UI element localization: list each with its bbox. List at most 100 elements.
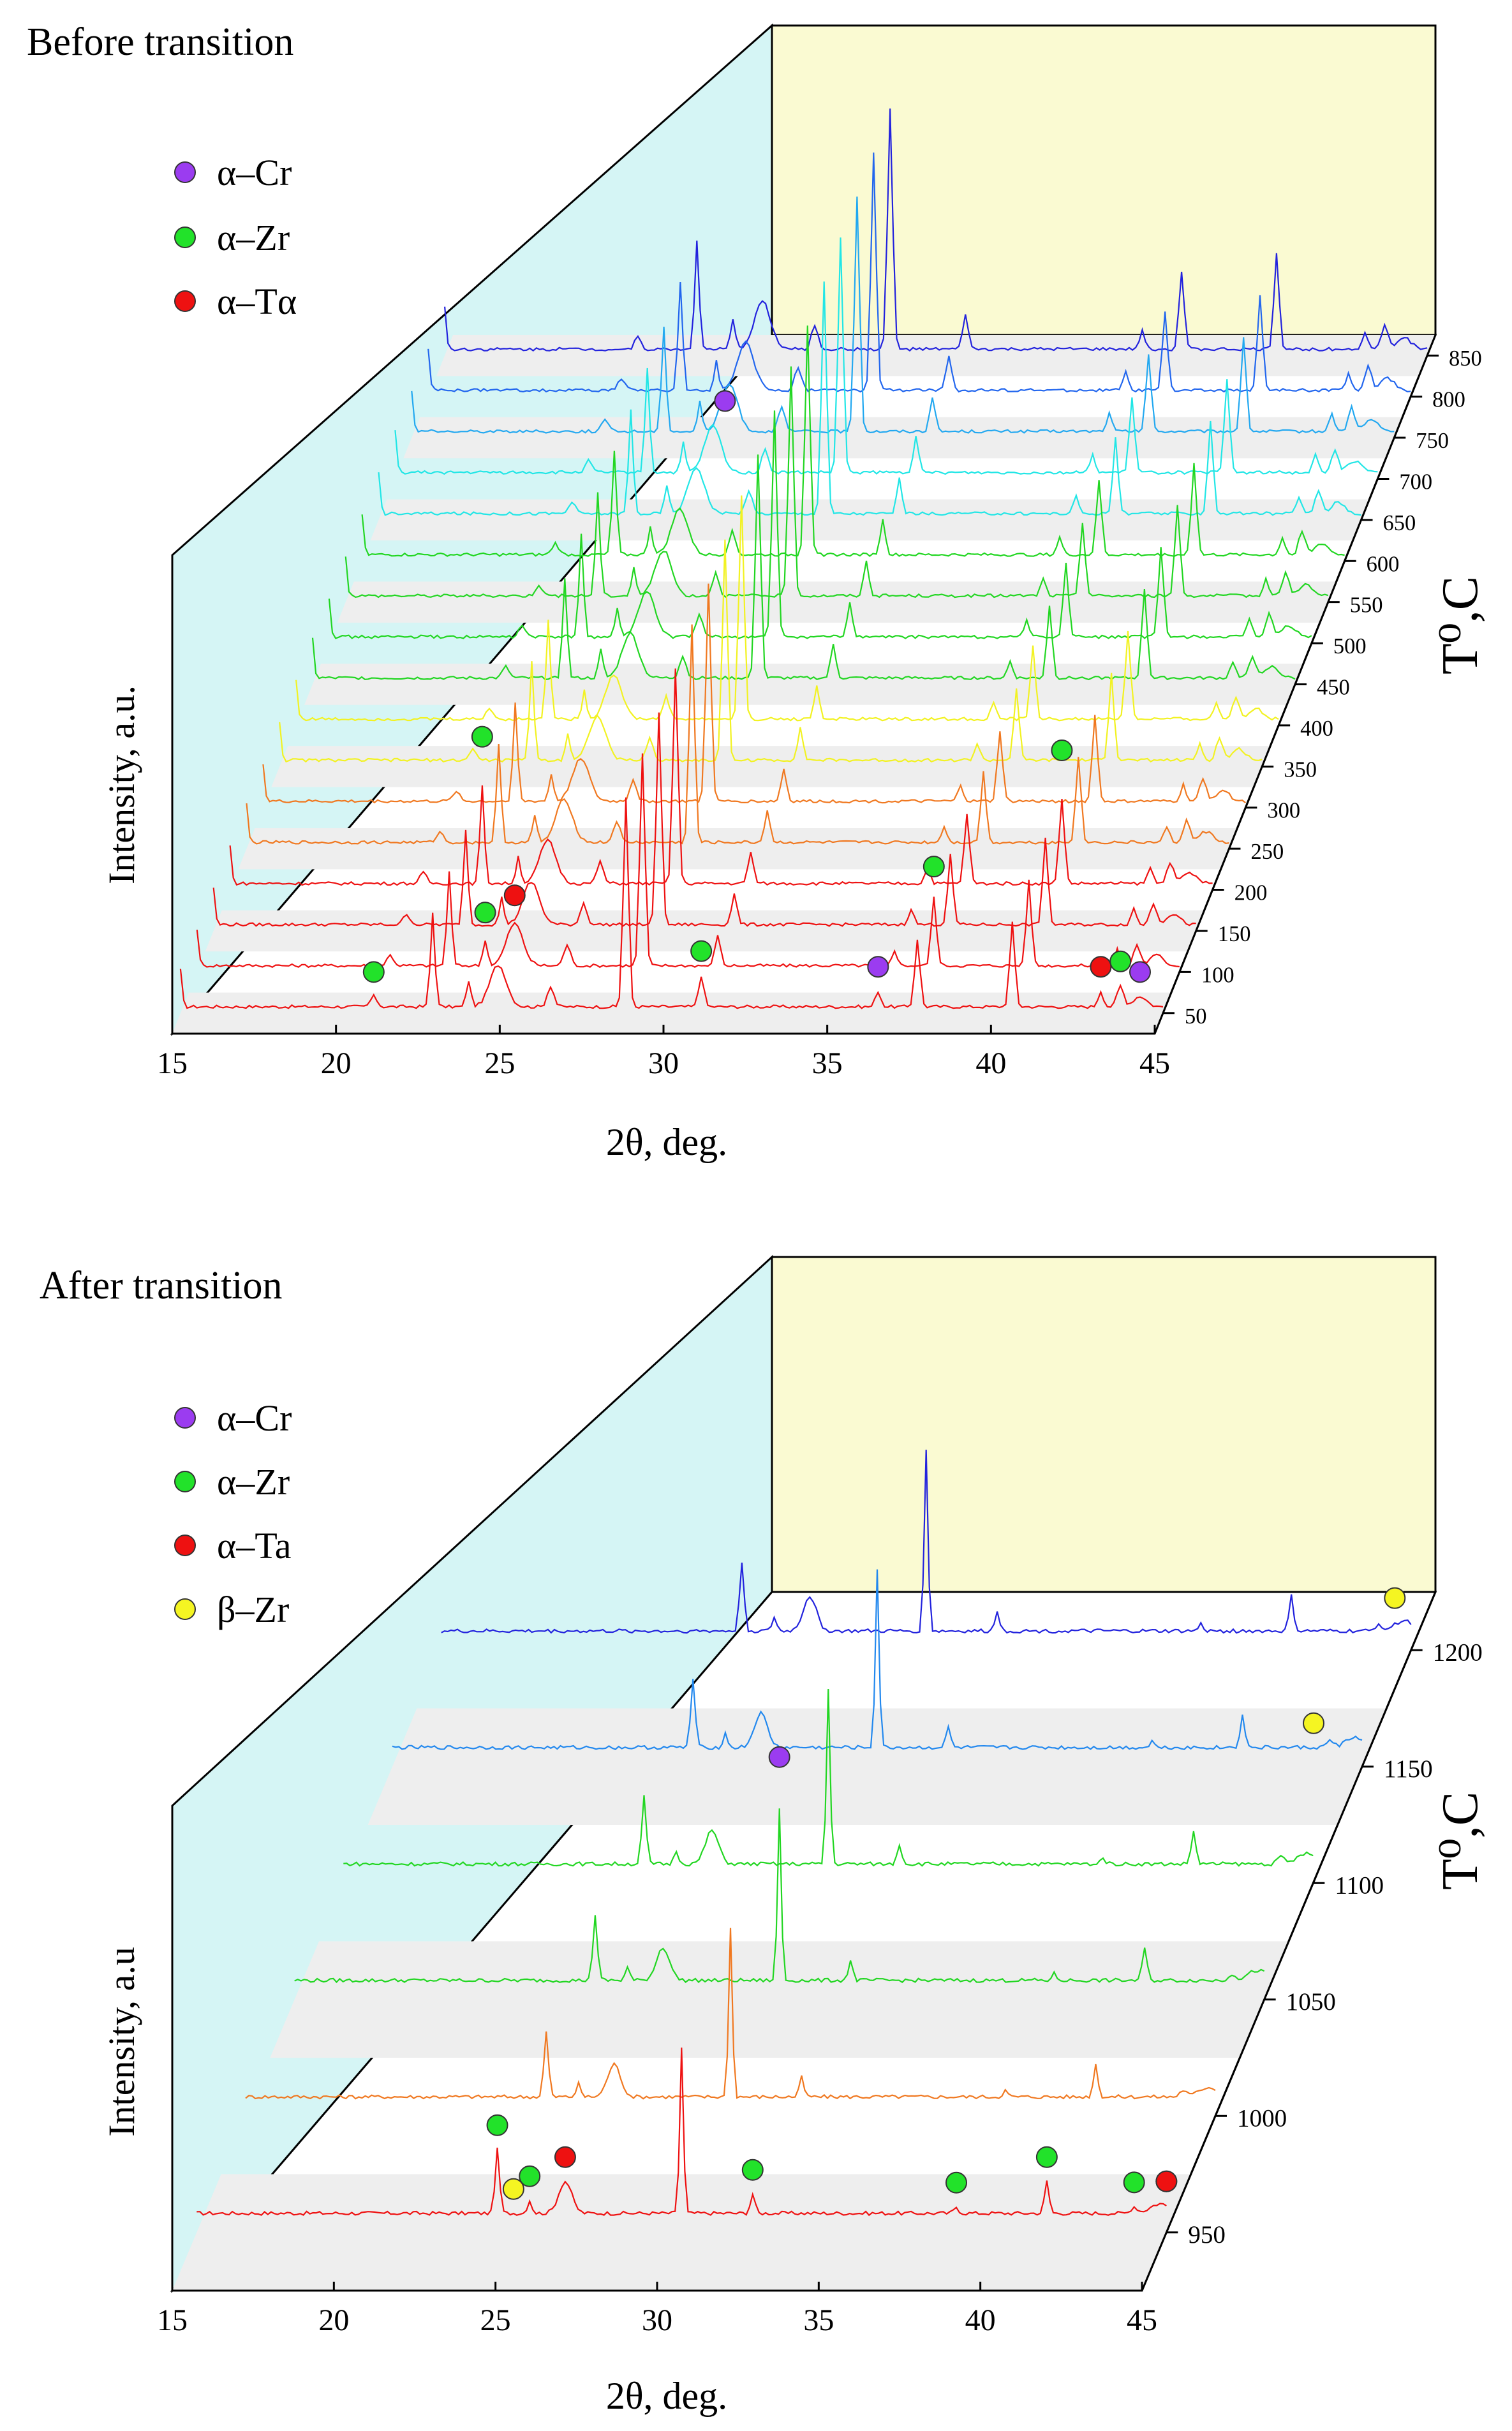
legend-marker-zr [174, 1471, 196, 1492]
z-axis-label: T⁰,C [1432, 576, 1488, 674]
spectrum-line-950 [196, 2048, 1167, 2217]
floor-stripe [172, 992, 1171, 1034]
back-wall [771, 1256, 1437, 1593]
phase-marker [502, 2178, 524, 2200]
z-tick-label: 950 [1188, 2221, 1226, 2249]
z-tick-label: 450 [1317, 676, 1350, 700]
legend-marker-ta [174, 1535, 196, 1556]
x-tick-label: 30 [648, 1046, 679, 1080]
z-tick-label: 550 [1350, 593, 1383, 618]
spectrum-line-1000 [245, 1928, 1216, 2100]
z-tick-label: 850 [1449, 346, 1482, 371]
phase-marker [1384, 1587, 1406, 1609]
legend-label-bzr: β–Zr [217, 1589, 289, 1630]
legend-marker-zr [174, 227, 196, 248]
z-tick-label: 500 [1333, 634, 1367, 658]
floor-stripe [370, 499, 1370, 541]
phase-marker [1051, 739, 1073, 761]
floor-stripe [270, 1941, 1289, 2058]
x-ticks: 15 20 25 30 35 40 45 [157, 1025, 1170, 1080]
x-tick-label: 25 [480, 2303, 511, 2337]
phase-marker [503, 884, 526, 907]
phase-marker [519, 2165, 541, 2187]
legend-marker-ta [174, 290, 196, 312]
phase-marker [1129, 961, 1152, 983]
z-tick-label: 650 [1383, 511, 1416, 535]
phase-marker [690, 940, 713, 962]
spectra [196, 1450, 1412, 2217]
phase-marker [714, 390, 736, 412]
y-axis-label: Intensity, a.u [101, 1947, 142, 2136]
legend-marker-bzr [174, 1598, 196, 1620]
x-axis-label: 2θ, deg. [606, 2375, 727, 2417]
floor-stripe [436, 335, 1435, 376]
floor-stripe [403, 417, 1403, 459]
floor-stripes [172, 335, 1435, 1034]
legend-label-cr: α–Cr [217, 152, 292, 193]
phase-marker [471, 725, 493, 748]
z-tick-label: 1150 [1384, 1755, 1433, 1783]
x-tick-label: 35 [812, 1046, 843, 1080]
z-tick-label: 300 [1267, 799, 1300, 823]
legend-marker-cr [174, 161, 196, 183]
floor-stripe [367, 1708, 1387, 1825]
y-axis-label: Intensity, a.u. [101, 685, 142, 884]
spectrum-line-1150 [392, 1569, 1363, 1750]
z-tick-label: 50 [1185, 1004, 1207, 1029]
x-tick-label: 30 [642, 2303, 672, 2337]
floor-stripe [337, 581, 1337, 623]
x-tick-label: 15 [157, 2303, 188, 2337]
legend-marker-cr [174, 1407, 196, 1429]
z-tick-label: 400 [1300, 717, 1333, 741]
phase-markers [486, 1587, 1406, 2200]
legend-label-zr: α–Zr [217, 1461, 290, 1503]
panel-after: After transition 15 20 25 30 35 40 45 950 1000 1… [40, 1254, 1488, 2417]
z-ticks: 950 1000 1050 1100 1150 1200 [1166, 1639, 1483, 2249]
x-tick-label: 45 [1139, 1046, 1170, 1080]
phase-marker [867, 956, 889, 978]
z-tick-label: 1050 [1286, 1988, 1336, 2016]
x-ticks: 15 20 25 30 35 40 45 [157, 2282, 1157, 2337]
z-axis-label: T⁰,C [1432, 1792, 1488, 1890]
panel-title: After transition [40, 1264, 283, 1307]
z-tick-label: 1200 [1433, 1639, 1483, 1666]
x-tick-label: 20 [318, 2303, 349, 2337]
x-tick-label: 25 [484, 1046, 515, 1080]
spectra [179, 108, 1428, 1009]
floor-stripes [172, 1708, 1387, 2291]
phase-marker [1035, 2146, 1058, 2168]
panel-before: Before transition 15 20 25 30 35 40 45 50 100 15… [27, 20, 1488, 1163]
x-tick-label: 40 [975, 1046, 1006, 1080]
z-tick-label: 250 [1250, 840, 1284, 864]
spectrum-line-1050 [294, 1808, 1265, 1984]
phase-marker [554, 2146, 576, 2168]
legend-label-ta: α–Tα [217, 281, 297, 322]
phase-marker [768, 1746, 790, 1768]
phase-marker [1303, 1712, 1324, 1734]
z-tick-label: 750 [1416, 429, 1449, 453]
legend-label-zr: α–Zr [217, 217, 290, 258]
phase-marker [474, 902, 496, 924]
floor-stripe [238, 828, 1238, 870]
z-tick-label: 150 [1218, 922, 1251, 946]
phase-marker [486, 2114, 508, 2136]
floor-stripe [172, 2174, 1191, 2291]
legend: α–Cr α–Zr α–Ta β–Zr [174, 1397, 292, 1630]
z-tick-label: 700 [1399, 470, 1432, 494]
z-tick-label: 1100 [1335, 1871, 1384, 1899]
x-tick-label: 15 [157, 1046, 188, 1080]
x-tick-label: 20 [321, 1046, 352, 1080]
phase-marker [923, 856, 945, 878]
floor-stripe [205, 910, 1204, 952]
x-tick-label: 40 [965, 2303, 996, 2337]
z-axis [1141, 1591, 1437, 2291]
phase-marker [1090, 956, 1112, 978]
floor-stripe [271, 746, 1271, 787]
phase-marker [1155, 2170, 1178, 2192]
z-tick-label: 1000 [1237, 2104, 1287, 2132]
back-wall [771, 24, 1437, 336]
legend-label-cr: α–Cr [217, 1397, 292, 1439]
z-tick-label: 600 [1367, 552, 1400, 576]
x-tick-label: 35 [803, 2303, 834, 2337]
